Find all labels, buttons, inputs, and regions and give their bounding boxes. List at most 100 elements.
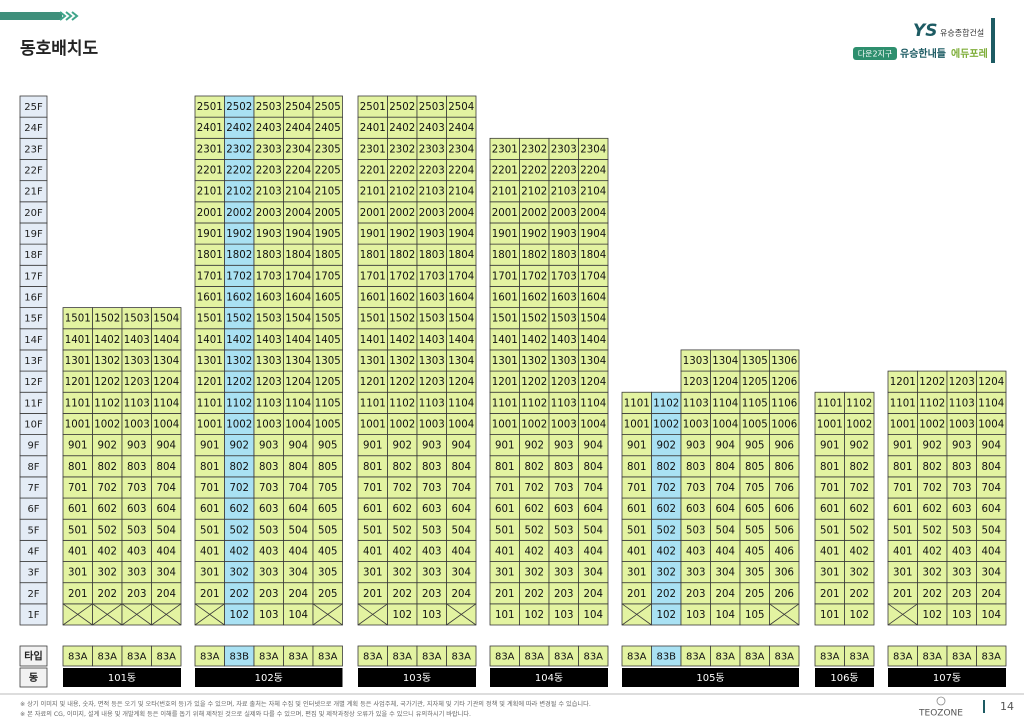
unit-label: 802 [850,462,869,473]
unit-label: 2504 [285,102,311,113]
unit-label: 2201 [492,166,518,177]
type-value: 83A [524,652,544,663]
unit-label: 104 [716,610,735,621]
unit-label: 1404 [153,335,179,346]
unit-label: 1101 [890,398,916,409]
unit-label: 2001 [360,208,386,219]
unit-label: 704 [716,483,735,494]
unit-label: 1901 [492,229,518,240]
unit-label: 1504 [285,314,311,325]
unit-label: 2503 [419,102,445,113]
unit-label: 302 [230,568,249,579]
unit-label: 103 [259,610,278,621]
unit-label: 104 [289,610,308,621]
unit-label: 501 [627,525,646,536]
unit-label: 2201 [360,166,386,177]
unit-label: 1404 [448,335,474,346]
unit-label: 504 [982,525,1001,536]
unit-label: 1201 [492,377,518,388]
unit-label: 1202 [919,377,945,388]
unit-label: 1106 [771,398,797,409]
unit-label: 501 [820,525,839,536]
unit-label: 2002 [521,208,547,219]
unit-label: 303 [127,568,146,579]
unit-label: 1002 [226,419,252,430]
unit-label: 401 [495,546,514,557]
unit-label: 2303 [551,144,577,155]
unit-label: 1402 [521,335,547,346]
unit-label: 1004 [580,419,606,430]
unit-cross [769,603,800,626]
floor-label: 22F [24,166,43,177]
unit-label: 302 [850,568,869,579]
unit-label: 2102 [521,187,547,198]
unit-label: 1203 [256,377,282,388]
unit-label: 206 [775,589,794,600]
unit-label: 203 [422,589,441,600]
floor-label: 24F [24,123,43,134]
type-value: 83A [686,652,706,663]
unit-label: 401 [68,546,87,557]
unit-label: 303 [686,568,705,579]
unit-label: 1604 [285,293,311,304]
unit-label: 502 [850,525,869,536]
unit-label: 1601 [360,293,386,304]
unit-label: 502 [923,525,942,536]
unit-label: 2104 [448,187,474,198]
unit-cell [446,95,477,118]
unit-label: 2003 [419,208,445,219]
unit-label: 1605 [315,293,341,304]
unit-label: 2301 [197,144,223,155]
company-name: 유승종합건설 [940,28,984,38]
unit-label: 1102 [226,398,252,409]
unit-label: 902 [230,441,249,452]
unit-label: 1104 [153,398,179,409]
unit-label: 703 [127,483,146,494]
unit-label: 502 [230,525,249,536]
unit-label: 901 [495,441,514,452]
unit-label: 1702 [226,271,252,282]
unit-label: 903 [259,441,278,452]
building-bar [195,668,343,687]
unit-label: 205 [318,589,337,600]
unit-label: 1204 [580,377,606,388]
project-name: 유승한내들 [900,47,946,60]
unit-label: 2502 [389,102,415,113]
unit-label: 903 [422,441,441,452]
type-value: 83A [715,652,735,663]
unit-label: 103 [422,610,441,621]
unit-label: 1804 [448,250,474,261]
unit-label: 1701 [360,271,386,282]
page-number: 14 [1000,700,1014,713]
unit-label: 1901 [360,229,386,240]
floor-label: 15F [24,314,43,325]
unit-label: 604 [452,504,471,515]
unit-label: 906 [775,441,794,452]
unit-label: 301 [893,568,912,579]
unit-label: 301 [820,568,839,579]
unit-label: 804 [157,462,176,473]
unit-label: 2402 [389,123,415,134]
unit-label: 803 [127,462,146,473]
unit-label: 502 [98,525,117,536]
unit-label: 703 [259,483,278,494]
unit-label: 805 [318,462,337,473]
unit-label: 1005 [315,419,341,430]
unit-label: 2004 [285,208,311,219]
unit-label: 1301 [492,356,518,367]
unit-label: 2403 [419,123,445,134]
unit-label: 2301 [492,144,518,155]
unit-label: 601 [893,504,912,515]
unit-label: 2303 [256,144,282,155]
type-cell [312,645,343,667]
unit-label: 1002 [94,419,120,430]
floor-label: 1F [27,610,39,621]
unit-label: 1103 [683,398,709,409]
unit-label: 304 [982,568,1001,579]
unit-label: 1003 [683,419,709,430]
unit-label: 1701 [197,271,223,282]
unit-label: 1003 [419,419,445,430]
unit-label: 204 [584,589,603,600]
unit-label: 604 [157,504,176,515]
unit-cross [621,603,652,626]
